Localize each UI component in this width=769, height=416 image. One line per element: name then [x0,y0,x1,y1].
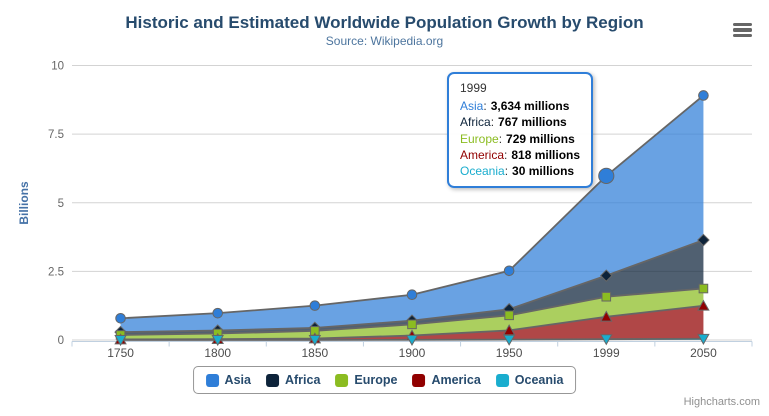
area-asia[interactable] [120,95,704,333]
menu-bar [732,34,752,38]
legend-swatch [412,373,426,387]
tooltip-row: America: 818 millions [460,147,581,162]
tooltip-row: Oceania: 30 millions [460,164,575,179]
marker-america-2050[interactable] [697,299,710,311]
menu-bar [732,28,752,32]
menu-bar [732,22,752,26]
export-menu-button[interactable] [728,18,756,40]
marker-oceania-1900[interactable] [405,334,419,347]
legend-item-oceania[interactable]: Oceania [495,373,563,387]
marker-africa-1999[interactable] [599,269,613,282]
marker-asia-2050[interactable] [698,90,709,101]
marker-america-1999[interactable] [600,310,613,322]
marker-europe-1950[interactable] [504,310,514,321]
x-axis-label: 1999 [593,346,620,360]
marker-oceania-1800[interactable] [211,335,224,347]
marker-asia-1750[interactable] [115,312,126,324]
marker-oceania-1999[interactable] [600,334,613,346]
y-axis-label: 0 [58,335,64,347]
tooltip-row: Africa: 767 millions [460,115,567,130]
x-axis-label: 1800 [204,346,231,360]
marker-oceania-1950[interactable] [502,334,516,346]
x-axis-label: 1750 [107,346,134,360]
area-america[interactable] [120,305,704,340]
marker-oceania-1850[interactable] [308,335,322,347]
x-axis-label: 1850 [302,346,329,360]
marker-asia-1800[interactable] [212,307,224,319]
x-axis-label: 1900 [399,346,426,360]
x-axis-label: 1950 [496,346,523,360]
y-axis-label: 2.5 [48,266,64,278]
marker-europe-2050[interactable] [698,283,709,294]
marker-oceania-1750[interactable] [114,335,127,347]
legend-swatch [335,373,349,387]
x-axis-label: 2050 [690,346,717,360]
legend-swatch [205,373,219,387]
marker-asia-1900[interactable] [406,289,418,301]
marker-asia-1999[interactable] [598,167,615,185]
marker-asia-1850[interactable] [309,300,321,311]
tooltip-row: Europe: 729 millions [460,131,575,146]
hamburger-icon [732,22,752,38]
legend: Asia Africa Europe America Oceania [192,366,577,394]
legend-item-asia[interactable]: Asia [205,373,251,387]
y-axis-label: 7.5 [48,129,64,141]
legend-item-africa[interactable]: Africa [265,373,320,387]
marker-oceania-2050[interactable] [697,333,710,345]
tooltip: 1999 Asia: 3,634 millions Africa: 767 mill… [447,72,594,189]
marker-asia-1950[interactable] [503,265,515,277]
legend-swatch [495,373,509,387]
y-axis-label: 10 [51,61,64,73]
chart-title: Historic and Estimated Worldwide Populat… [125,13,644,32]
legend-item-europe[interactable]: Europe [335,373,397,387]
credits-link[interactable]: Highcharts.com [683,396,760,408]
marker-europe-1999[interactable] [601,291,612,302]
area-africa[interactable] [120,240,704,335]
marker-america-1950[interactable] [502,324,516,336]
tooltip-row: Asia: 3,634 millions [460,99,570,114]
y-axis-label: 5 [58,198,64,210]
marker-europe-1900[interactable] [407,319,417,330]
y-axis-title: Billions [17,181,31,225]
legend-swatch [265,373,279,387]
legend-item-america[interactable]: America [412,373,481,387]
marker-africa-2050[interactable] [697,233,710,247]
tooltip-header: 1999 [460,81,487,95]
chart-subtitle: Source: Wikipedia.org [325,34,444,48]
